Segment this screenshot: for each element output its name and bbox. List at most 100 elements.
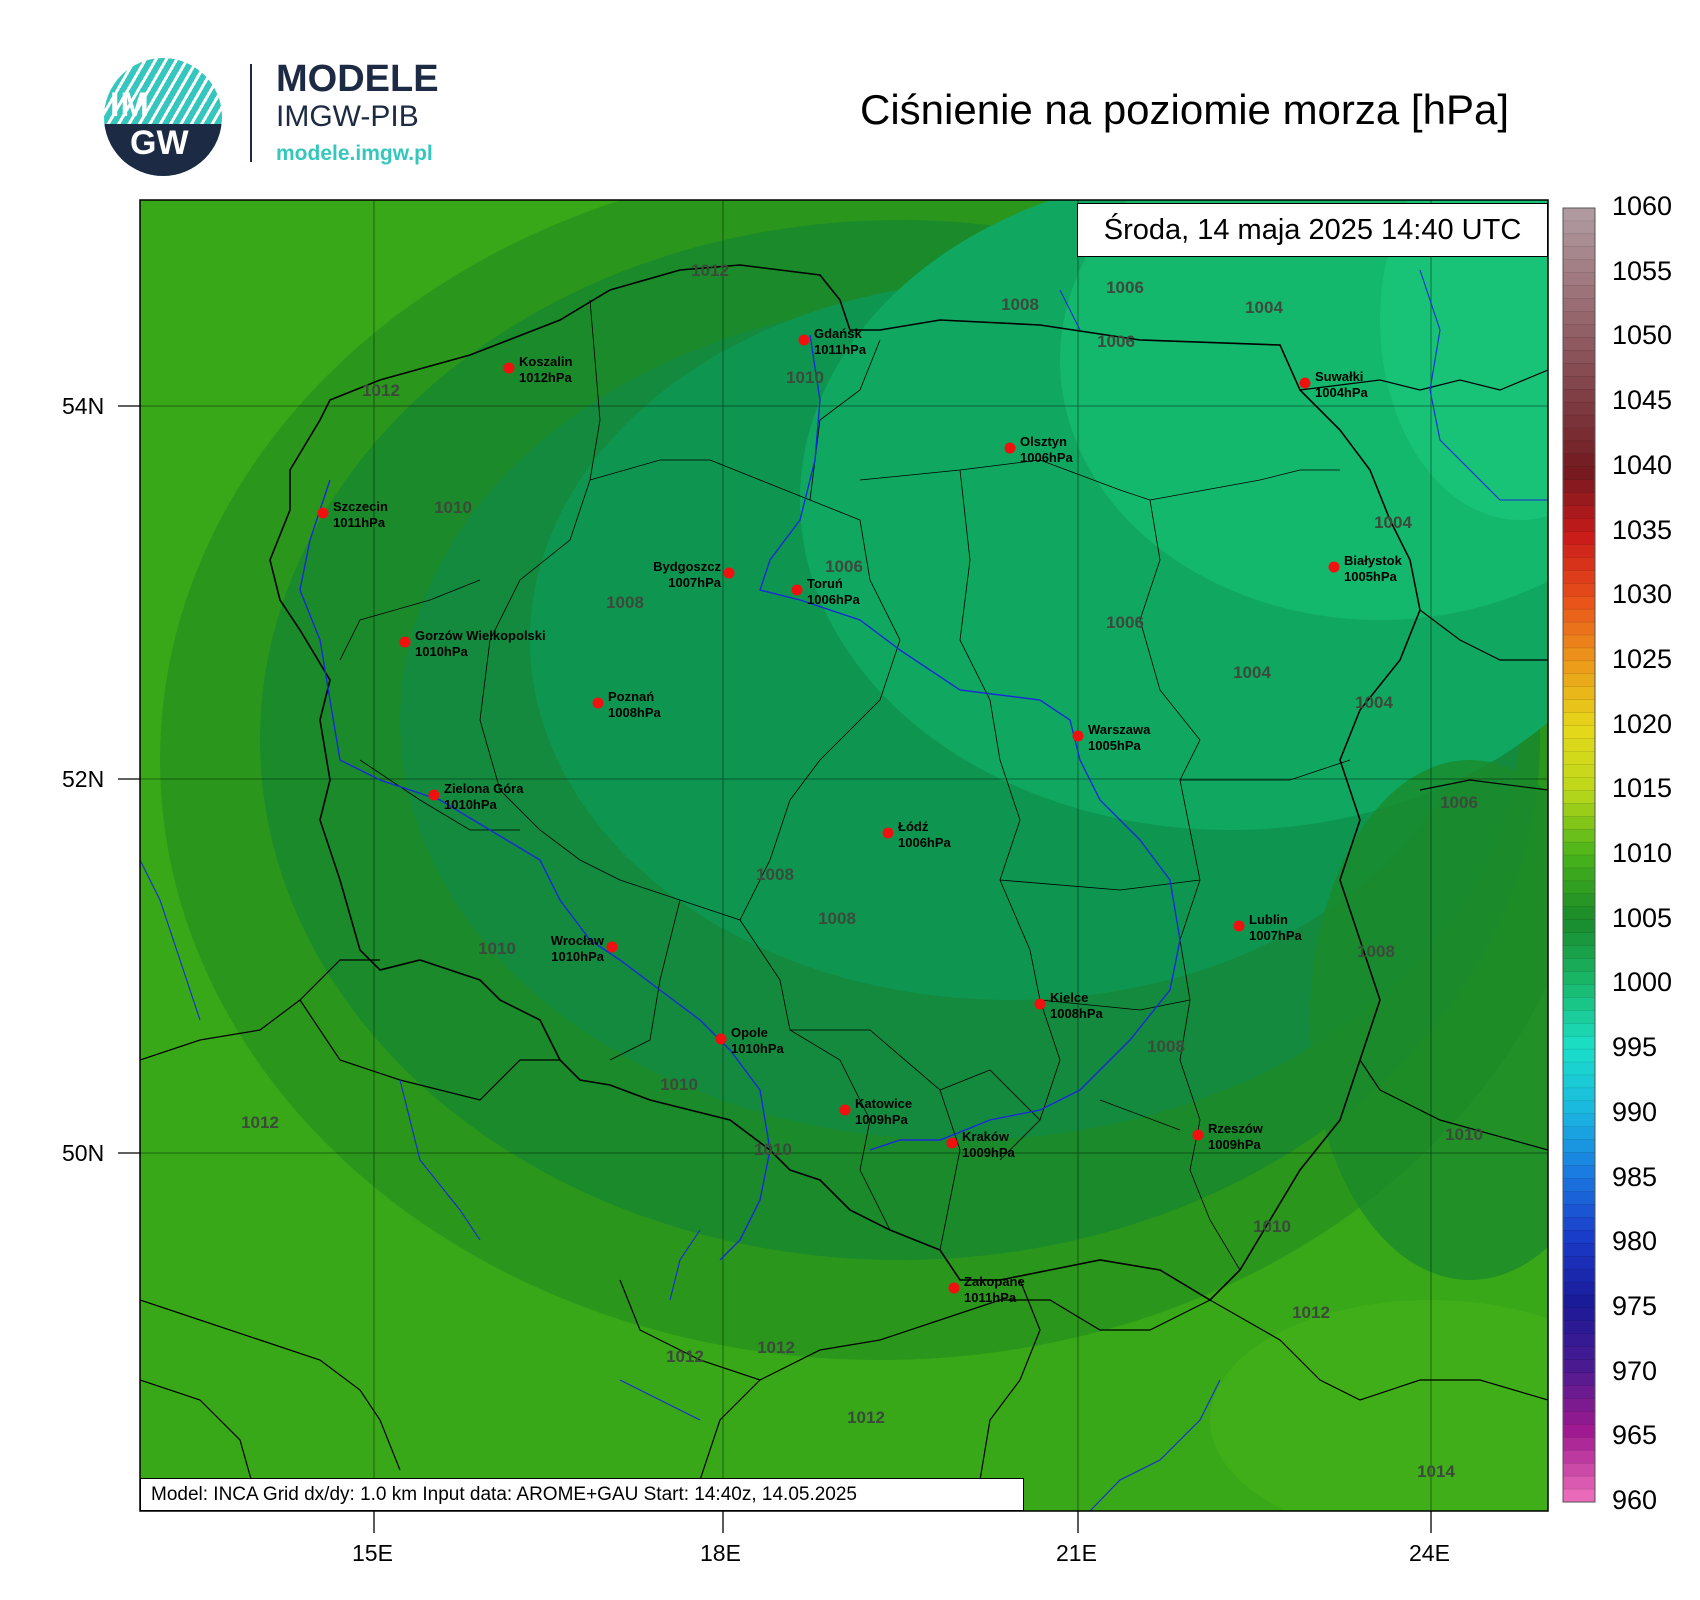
isobar-label: 1014	[1417, 1462, 1455, 1481]
date-label: Środa, 14 maja 2025 14:40 UTC	[1077, 203, 1548, 257]
city-marker	[606, 941, 618, 953]
city-pressure: 1011hPa	[814, 342, 867, 357]
city-name: Suwałki	[1315, 369, 1363, 384]
colorbar-step	[1562, 751, 1596, 766]
city-name: Gorzów Wielkopolski	[415, 628, 546, 643]
colorbar-step	[1562, 777, 1596, 791]
city-name: Lublin	[1249, 912, 1288, 927]
colorbar-label: 1040	[1612, 449, 1673, 480]
city-pressure: 1009hPa	[855, 1112, 909, 1127]
city-marker	[791, 584, 803, 596]
colorbar-step	[1562, 505, 1596, 520]
city-marker	[1299, 377, 1311, 389]
city-name: Wrocław	[551, 933, 605, 948]
colorbar	[1562, 207, 1596, 1503]
map-title: Ciśnienie na poziomie morza [hPa]	[860, 86, 1509, 133]
colorbar-step	[1562, 570, 1596, 584]
isobar-label: 1012	[691, 261, 729, 280]
colorbar-step	[1562, 673, 1596, 688]
colorbar-label: 975	[1612, 1290, 1658, 1321]
colorbar-step	[1562, 1061, 1596, 1076]
colorbar-label: 970	[1612, 1355, 1658, 1386]
city-pressure: 1009hPa	[1208, 1137, 1262, 1152]
poland-border	[269, 264, 1421, 1302]
vistula-river	[759, 334, 1181, 1151]
city-name: Warszawa	[1088, 722, 1151, 737]
colorbar-step	[1562, 1346, 1596, 1361]
colorbar-step	[1562, 414, 1596, 429]
colorbar-step	[1562, 376, 1596, 390]
colorbar-step	[1562, 1437, 1596, 1451]
colorbar-label: 965	[1612, 1420, 1658, 1451]
colorbar-step	[1562, 466, 1596, 481]
colorbar-label: 1020	[1612, 708, 1673, 739]
colorbar-step	[1562, 867, 1596, 882]
colorbar-step	[1562, 906, 1596, 921]
isobar-label: 1004	[1245, 298, 1283, 317]
colorbar-step	[1562, 259, 1596, 274]
colorbar-step	[1562, 596, 1596, 610]
colorbar-step	[1562, 285, 1596, 300]
city-pressure: 1006hPa	[807, 592, 861, 607]
other-rivers	[140, 269, 1548, 1511]
colorbar-step	[1562, 1411, 1596, 1425]
city-name: Toruń	[807, 576, 843, 591]
city-marker	[1328, 561, 1340, 573]
city-name: Olsztyn	[1020, 434, 1067, 449]
colorbar-step	[1562, 1204, 1596, 1218]
colorbar-step	[1562, 427, 1596, 442]
colorbar-step	[1562, 1320, 1596, 1335]
city-name: Zakopane	[964, 1274, 1025, 1289]
colorbar-step	[1562, 647, 1596, 662]
isobar-label: 1004	[1233, 663, 1271, 682]
city-marker	[839, 1104, 851, 1116]
colorbar-step	[1562, 518, 1596, 533]
city-pressure: 1004hPa	[1315, 385, 1369, 400]
colorbar-step	[1562, 492, 1596, 507]
city-pressure: 1007hPa	[1249, 928, 1303, 943]
city-pressure: 1010hPa	[415, 644, 469, 659]
colorbar-step	[1562, 608, 1596, 623]
colorbar-step	[1562, 337, 1596, 351]
colorbar-step	[1562, 311, 1596, 326]
isobar-label: 1010	[478, 939, 516, 958]
lat-label-52: 52N	[62, 766, 105, 792]
city-name: Białystok	[1344, 553, 1403, 568]
isobar-label: 1010	[754, 1140, 792, 1159]
city-name: Katowice	[855, 1096, 912, 1111]
colorbar-label: 960	[1612, 1485, 1658, 1515]
lat-label-54: 54N	[62, 393, 105, 419]
city-marker	[1004, 442, 1016, 454]
isobar-label: 1008	[818, 909, 856, 928]
isobar-label: 1006	[1440, 793, 1478, 812]
city-pressure: 1008hPa	[1050, 1006, 1104, 1021]
colorbar-step	[1562, 893, 1596, 908]
colorbar-step	[1562, 479, 1596, 494]
colorbar-label: 995	[1612, 1032, 1658, 1063]
city-marker	[1233, 920, 1245, 932]
city-pressure: 1007hPa	[668, 575, 722, 590]
city-marker	[1034, 998, 1046, 1010]
colorbar-step	[1562, 1450, 1596, 1464]
colorbar-step	[1562, 440, 1596, 455]
colorbar-step	[1562, 557, 1596, 571]
colorbar-step	[1562, 583, 1596, 597]
colorbar-step	[1562, 272, 1596, 287]
colorbar-step	[1562, 1307, 1596, 1322]
colorbar-step	[1562, 1462, 1596, 1477]
city-marker	[503, 362, 515, 374]
emblem-text-bottom: GW	[130, 124, 189, 162]
city-marker	[428, 789, 440, 801]
colorbar-step	[1562, 699, 1596, 714]
isobar-labels: 1012 1008 1006 1004 1006 1012 1010 1010 1004 1006…	[241, 261, 1483, 1481]
colorbar-step	[1562, 453, 1596, 468]
colorbar-step	[1562, 1230, 1596, 1244]
colorbar-step	[1562, 621, 1596, 636]
city-pressure: 1006hPa	[1020, 450, 1074, 465]
colorbar-step	[1562, 1242, 1596, 1257]
colorbar-label: 1030	[1612, 579, 1673, 610]
colorbar-step	[1562, 350, 1596, 364]
colorbar-step	[1562, 1398, 1596, 1413]
colorbar-step	[1562, 1152, 1596, 1167]
